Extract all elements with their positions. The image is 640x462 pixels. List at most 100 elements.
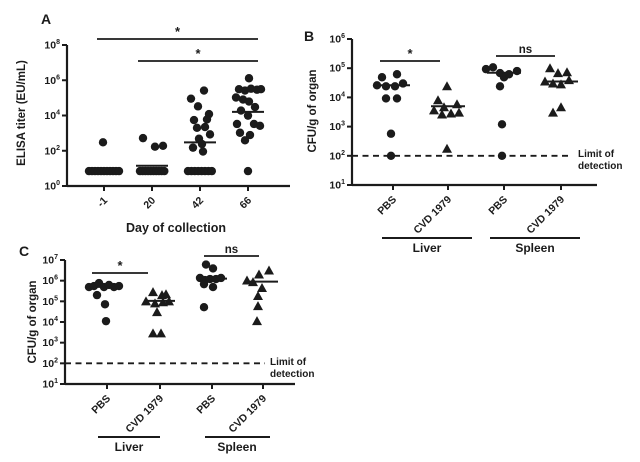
data-point-triangle [253,301,263,311]
data-point-circle [497,151,507,160]
y-tick-label: 104 [44,110,60,123]
data-point-circle [205,274,215,284]
y-tick-label: 100 [44,180,60,193]
data-point-circle [386,151,396,160]
data-point-circle [92,290,102,300]
axes [63,260,295,386]
data-point-triangle [254,269,264,279]
data-point-triangle [548,107,558,117]
data-point-circle [208,282,218,292]
x-tick-label: PBS [194,393,218,417]
data-point-circle [243,111,253,120]
data-point-circle [199,303,209,312]
x-tick-label: CVD 1979 [411,194,454,237]
data-point-circle [256,85,266,94]
data-point-circle [114,281,124,291]
data-point-circle [244,97,254,106]
data-point-circle [495,82,505,91]
data-point-circle [231,93,241,102]
panel-b-plot: 101 102 103 104 105 106 PBS CVD 1979 PBS CVD 1979… [329,33,622,255]
x-tick-label: PBS [486,194,510,218]
x-tick-label: -1 [95,195,110,210]
data-point-triangle [141,296,151,306]
data-point-triangle [248,277,258,287]
data-point-triangle [556,79,566,89]
data-point-circle [240,136,250,145]
panel-b-label: B [304,28,315,44]
data-point-triangle [442,143,452,153]
data-point-circle [250,102,260,112]
data-point-circle [390,82,400,91]
y-tick-label: 101 [329,179,345,192]
data-point-circle [236,106,246,115]
data-point-circle [192,123,202,133]
data-point-circle [243,166,253,176]
data-point-triangle [429,105,439,115]
limit-of-detection-label: Limit of [578,149,615,160]
data-point-circle [244,74,254,83]
data-point-triangle [540,76,550,86]
x-tick-label: CVD 1979 [524,194,567,237]
limit-of-detection-label: detection [578,161,622,172]
y-tick-label: 101 [42,378,58,391]
data-point-circle [150,142,160,151]
data-point-circle [138,133,148,143]
y-tick-label: 103 [329,121,345,134]
data-point-circle [255,121,265,131]
data-point-circle [200,122,210,132]
data-point-triangle [446,108,456,118]
y-tick-label: 103 [42,337,58,350]
data-point-circle [504,70,514,79]
data-point-circle [114,166,124,176]
x-tick-label: 42 [189,195,206,212]
y-tick-label: 106 [329,33,345,46]
data-point-circle [188,143,198,152]
significance-label: ns [225,244,238,256]
data-point-triangle [150,298,160,308]
data-point-circle [488,63,498,72]
x-tick-label: PBS [375,194,399,218]
y-tick-label: 104 [42,316,58,329]
data-point-triangle [553,68,563,78]
data-point-triangle [548,78,558,88]
data-point-circle [205,130,215,139]
data-point-circle [481,64,491,74]
data-point-circle [202,115,212,124]
data-point-triangle [164,296,174,306]
data-point-triangle [452,99,462,109]
significance-label: * [407,46,413,61]
data-point-triangle [564,75,574,85]
data-point-circle [199,86,209,95]
panel-c-plot: 101 102 103 104 105 106 107 PBS CVD 1979 PBS CVD 1… [42,244,314,454]
axes [65,45,290,188]
x-tick-label: CVD 1979 [123,393,166,436]
data-point-circle [199,279,209,289]
y-tick-label: 104 [329,91,345,104]
data-point-circle [398,79,408,88]
data-point-triangle [556,102,566,112]
data-point-circle [245,130,255,140]
data-point-triangle [242,275,252,285]
y-tick-label: 107 [42,254,58,267]
data-point-triangle [545,63,555,73]
limit-of-detection-label: Limit of [270,357,307,368]
data-point-triangle [454,107,464,117]
y-tick-label: 106 [44,74,60,87]
data-point-circle [392,94,402,103]
y-tick-label: 102 [329,150,345,163]
data-point-triangle [442,81,452,91]
data-point-circle [208,264,218,273]
data-point-triangle [257,283,267,293]
data-point-circle [186,94,196,103]
data-point-circle [158,141,168,151]
data-point-triangle [148,287,158,297]
y-tick-label: 105 [329,62,345,75]
data-point-circle [198,147,208,156]
x-tick-label: 66 [237,195,254,212]
significance-label: * [195,46,201,61]
data-point-triangle [264,265,274,275]
data-point-triangle [148,328,158,338]
data-point-circle [98,138,108,147]
organ-group-label: Liver [115,440,144,454]
